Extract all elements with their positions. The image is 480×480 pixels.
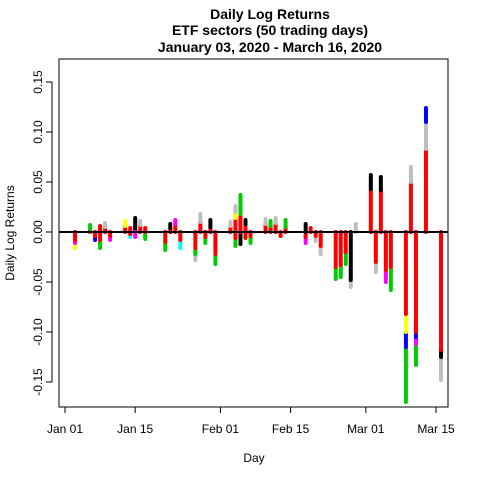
y-tick-label: 0.15 [31, 70, 45, 94]
x-axis: Jan 01 Jan 15 Feb 01 Feb 15 Mar 01 Mar 15 [47, 406, 455, 436]
y-axis-label: Daily Log Returns [3, 185, 17, 280]
x-tick-label: Jan 01 [47, 422, 83, 436]
chart-date-range: January 03, 2020 - March 16, 2020 [158, 39, 382, 55]
chart-subtitle: ETF sectors (50 trading days) [172, 22, 368, 38]
x-tick-label: Mar 01 [347, 422, 385, 436]
y-tick-label: -0.10 [31, 318, 45, 346]
x-tick-label: Feb 01 [202, 422, 240, 436]
x-tick-label: Mar 15 [417, 422, 455, 436]
y-tick-label: 0.10 [31, 120, 45, 144]
y-tick-label: 0.00 [31, 220, 45, 244]
x-axis-label: Day [243, 451, 264, 465]
y-tick-label: -0.05 [31, 268, 45, 296]
x-tick-label: Jan 15 [117, 422, 153, 436]
bars-layer [73, 106, 444, 404]
chart-title: Daily Log Returns [210, 6, 330, 22]
x-tick-label: Feb 15 [272, 422, 310, 436]
plot-frame [58, 58, 449, 408]
y-axis: -0.15 -0.10 -0.05 0.00 0.05 0.10 0.15 [31, 70, 53, 396]
y-tick-label: 0.05 [31, 170, 45, 194]
y-tick-label: -0.15 [31, 368, 45, 396]
